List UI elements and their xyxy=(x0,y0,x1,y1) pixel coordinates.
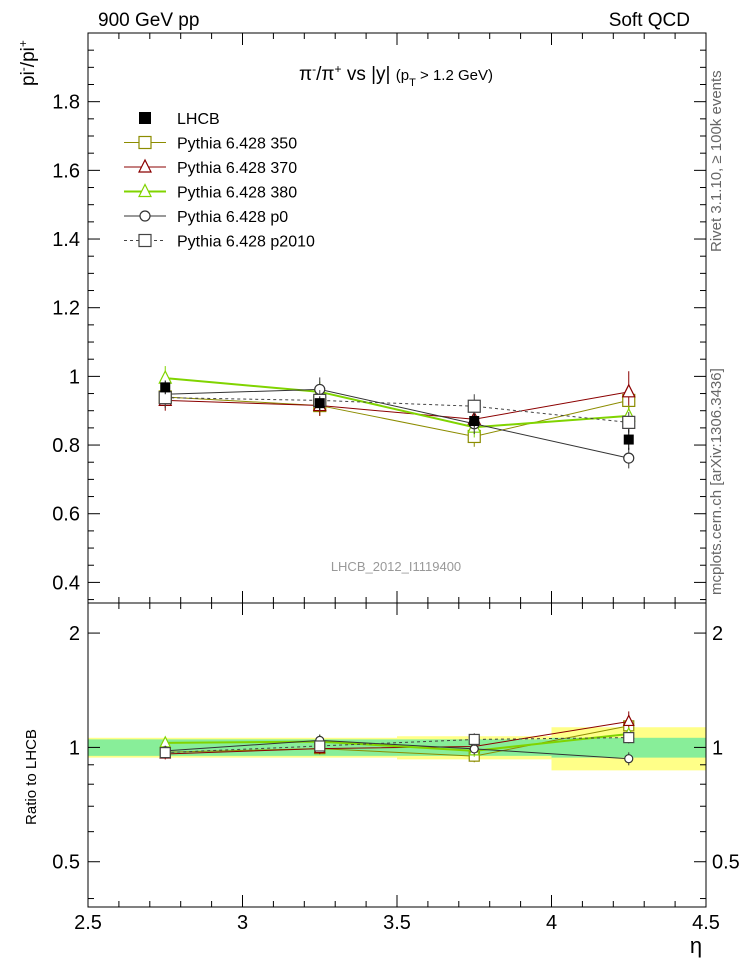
y-tick-label: 1.4 xyxy=(52,229,80,251)
series-point xyxy=(622,415,636,429)
legend-label: Pythia 6.428 380 xyxy=(177,185,297,202)
ratio-axes: 2.5 3 3.5 4 4.5 0.5 0.5 1 1 2 2 xyxy=(52,603,740,934)
x-tick-label: 4.5 xyxy=(692,912,720,934)
series-line xyxy=(165,391,629,420)
ratio-point xyxy=(159,746,171,759)
data-point xyxy=(469,416,480,427)
header-right: Soft QCD xyxy=(609,10,690,31)
series-line xyxy=(165,396,629,437)
y-tick-label: 1 xyxy=(69,366,80,388)
y-tick-label: 0.8 xyxy=(52,435,80,457)
legend-label: Pythia 6.428 370 xyxy=(177,160,297,177)
legend-label: Pythia 6.428 350 xyxy=(177,136,297,153)
main-axes: 0.4 0.6 0.8 1 1.2 1.4 1.6 1.8 xyxy=(52,33,707,603)
ratio-tick-label-right: 2 xyxy=(712,623,723,645)
legend-marker xyxy=(138,158,152,173)
ratio-series-line xyxy=(165,725,629,757)
series-point xyxy=(467,399,481,413)
ratio-tick-label: 1 xyxy=(69,737,80,759)
legend: LHCB Pythia 6.428 350 Pythia 6.428 370 Pyth… xyxy=(124,111,315,251)
ratio-tick-label: 0.5 xyxy=(52,852,80,874)
ratio-uncertainty-bands xyxy=(88,727,706,771)
y-tick-label: 1.8 xyxy=(52,92,80,114)
y-tick-label: 1.2 xyxy=(52,298,80,320)
ratio-y-axis-label: Ratio to LHCB xyxy=(23,729,40,825)
y-tick-label: 0.4 xyxy=(52,572,80,594)
x-axis-label: η xyxy=(690,933,702,958)
x-tick-label: 3.5 xyxy=(383,912,411,934)
chart-title: π-/π+ vs |y| (pT > 1.2 GeV) xyxy=(299,62,493,89)
ratio-series-line xyxy=(165,739,629,760)
mcplots-label: mcplots.cern.ch [arXiv:1306.3436] xyxy=(708,368,725,595)
legend-marker xyxy=(138,135,152,150)
series-line xyxy=(165,388,629,459)
ratio-series-line xyxy=(165,737,629,754)
legend-label: LHCB xyxy=(177,111,220,128)
rivet-label: Rivet 3.1.10, ≥ 100k events xyxy=(708,70,725,252)
ratio-tick-label-right: 0.5 xyxy=(712,852,740,874)
header-left: 900 GeV pp xyxy=(98,10,199,31)
y-axis-label: pi-/pi+ xyxy=(16,40,39,86)
ratio-point xyxy=(314,740,326,752)
data-point xyxy=(314,398,325,409)
analysis-watermark: LHCB_2012_I1119400 xyxy=(331,559,461,574)
title-pi-minus: π xyxy=(299,64,312,85)
x-tick-label: 3 xyxy=(237,912,248,934)
ratio-tick-label-right: 1 xyxy=(712,737,723,759)
ratio-tick-label: 2 xyxy=(69,623,80,645)
legend-marker xyxy=(139,210,151,222)
ratio-point xyxy=(624,754,634,764)
x-tick-label: 2.5 xyxy=(74,912,102,934)
ratio-series-line xyxy=(165,720,629,755)
y-tick-label: 0.6 xyxy=(52,504,80,526)
ratio-band-stat xyxy=(551,737,706,758)
series-point xyxy=(623,452,635,464)
legend-marker xyxy=(139,112,151,124)
ratio-plot-frame xyxy=(87,602,707,908)
legend-label: Pythia 6.428 p2010 xyxy=(177,234,315,251)
series-line xyxy=(165,377,629,429)
legend-marker xyxy=(138,183,152,198)
legend-marker xyxy=(138,233,152,248)
series-line xyxy=(165,397,629,423)
main-series-layer xyxy=(158,366,636,469)
data-point xyxy=(623,434,634,445)
legend-label: Pythia 6.428 p0 xyxy=(177,209,288,226)
x-tick-label: 4 xyxy=(546,912,557,934)
ratio-point xyxy=(469,744,479,754)
ratio-point xyxy=(622,714,635,727)
ratio-series-layer xyxy=(159,711,635,766)
ratio-point xyxy=(468,733,480,746)
data-point xyxy=(160,382,171,393)
y-tick-label: 1.6 xyxy=(52,160,80,182)
ratio-point xyxy=(623,731,635,744)
series-point xyxy=(621,383,636,398)
ratio-series-line xyxy=(165,733,629,752)
